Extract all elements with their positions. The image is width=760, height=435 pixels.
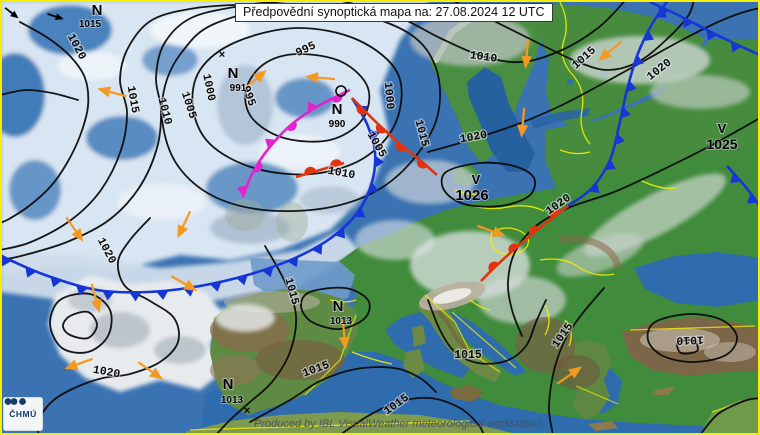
italy	[418, 295, 502, 382]
svg-text:1015: 1015	[382, 392, 412, 419]
svg-text:1010: 1010	[327, 165, 357, 183]
svg-text:1010: 1010	[676, 333, 704, 347]
svg-text:991: 991	[230, 83, 247, 94]
svg-text:V: V	[472, 172, 481, 187]
svg-text:N: N	[333, 298, 344, 315]
svg-text:1000: 1000	[381, 81, 396, 110]
country-borders	[189, 1, 756, 431]
peninsulas	[186, 289, 760, 435]
svg-text:V: V	[718, 121, 727, 136]
svg-text:1015: 1015	[412, 118, 432, 148]
wind-arrows	[64, 38, 623, 385]
cyprus	[652, 386, 676, 395]
crete	[588, 421, 618, 431]
map-title-box: Předpovědní synoptická mapa na: 27.08.20…	[235, 3, 553, 22]
svg-text:1020: 1020	[645, 56, 675, 83]
svg-text:1013: 1013	[221, 395, 244, 406]
svg-text:N: N	[332, 101, 343, 118]
africa-coast	[186, 412, 520, 435]
sicily	[450, 385, 484, 402]
chmu-logo-text: ČHMÚ	[9, 409, 37, 419]
svg-text:1015: 1015	[454, 349, 482, 362]
svg-text:N: N	[92, 2, 103, 19]
svg-text:1015: 1015	[79, 19, 102, 30]
map-title: Předpovědní synoptická mapa na: 27.08.20…	[243, 5, 545, 19]
svg-text:1010: 1010	[469, 49, 498, 66]
map-marks: ××	[4, 7, 347, 417]
svg-text:1015: 1015	[550, 320, 577, 350]
svg-text:×: ×	[219, 49, 225, 61]
svg-text:1025: 1025	[706, 136, 737, 152]
svg-text:1020: 1020	[92, 364, 122, 382]
svg-text:1015: 1015	[282, 276, 302, 306]
svg-text:1000: 1000	[199, 73, 217, 103]
svg-text:990: 990	[329, 119, 346, 130]
svg-text:N: N	[228, 65, 239, 82]
svg-text:1020: 1020	[64, 32, 88, 63]
middle-east	[700, 396, 760, 435]
svg-text:1020: 1020	[94, 236, 118, 267]
svg-text:N: N	[223, 376, 234, 393]
svg-text:1015: 1015	[124, 85, 142, 115]
corsica	[412, 325, 426, 347]
chmu-logo: ČHMÚ	[3, 397, 43, 431]
svg-text:995: 995	[294, 39, 318, 60]
svg-text:1013: 1013	[330, 316, 353, 327]
sardinia	[403, 349, 425, 378]
svg-text:1026: 1026	[455, 187, 488, 204]
svg-text:1005: 1005	[178, 90, 199, 120]
svg-text:1020: 1020	[459, 129, 489, 147]
workstation-credit: Produced by IBL VisualWeather meteorolog…	[254, 418, 543, 430]
svg-text:×: ×	[244, 405, 250, 417]
weather-fronts	[0, 0, 760, 302]
svg-text:1010: 1010	[155, 96, 175, 126]
land-clouds	[215, 14, 750, 332]
chmu-logo-icon	[4, 398, 26, 405]
